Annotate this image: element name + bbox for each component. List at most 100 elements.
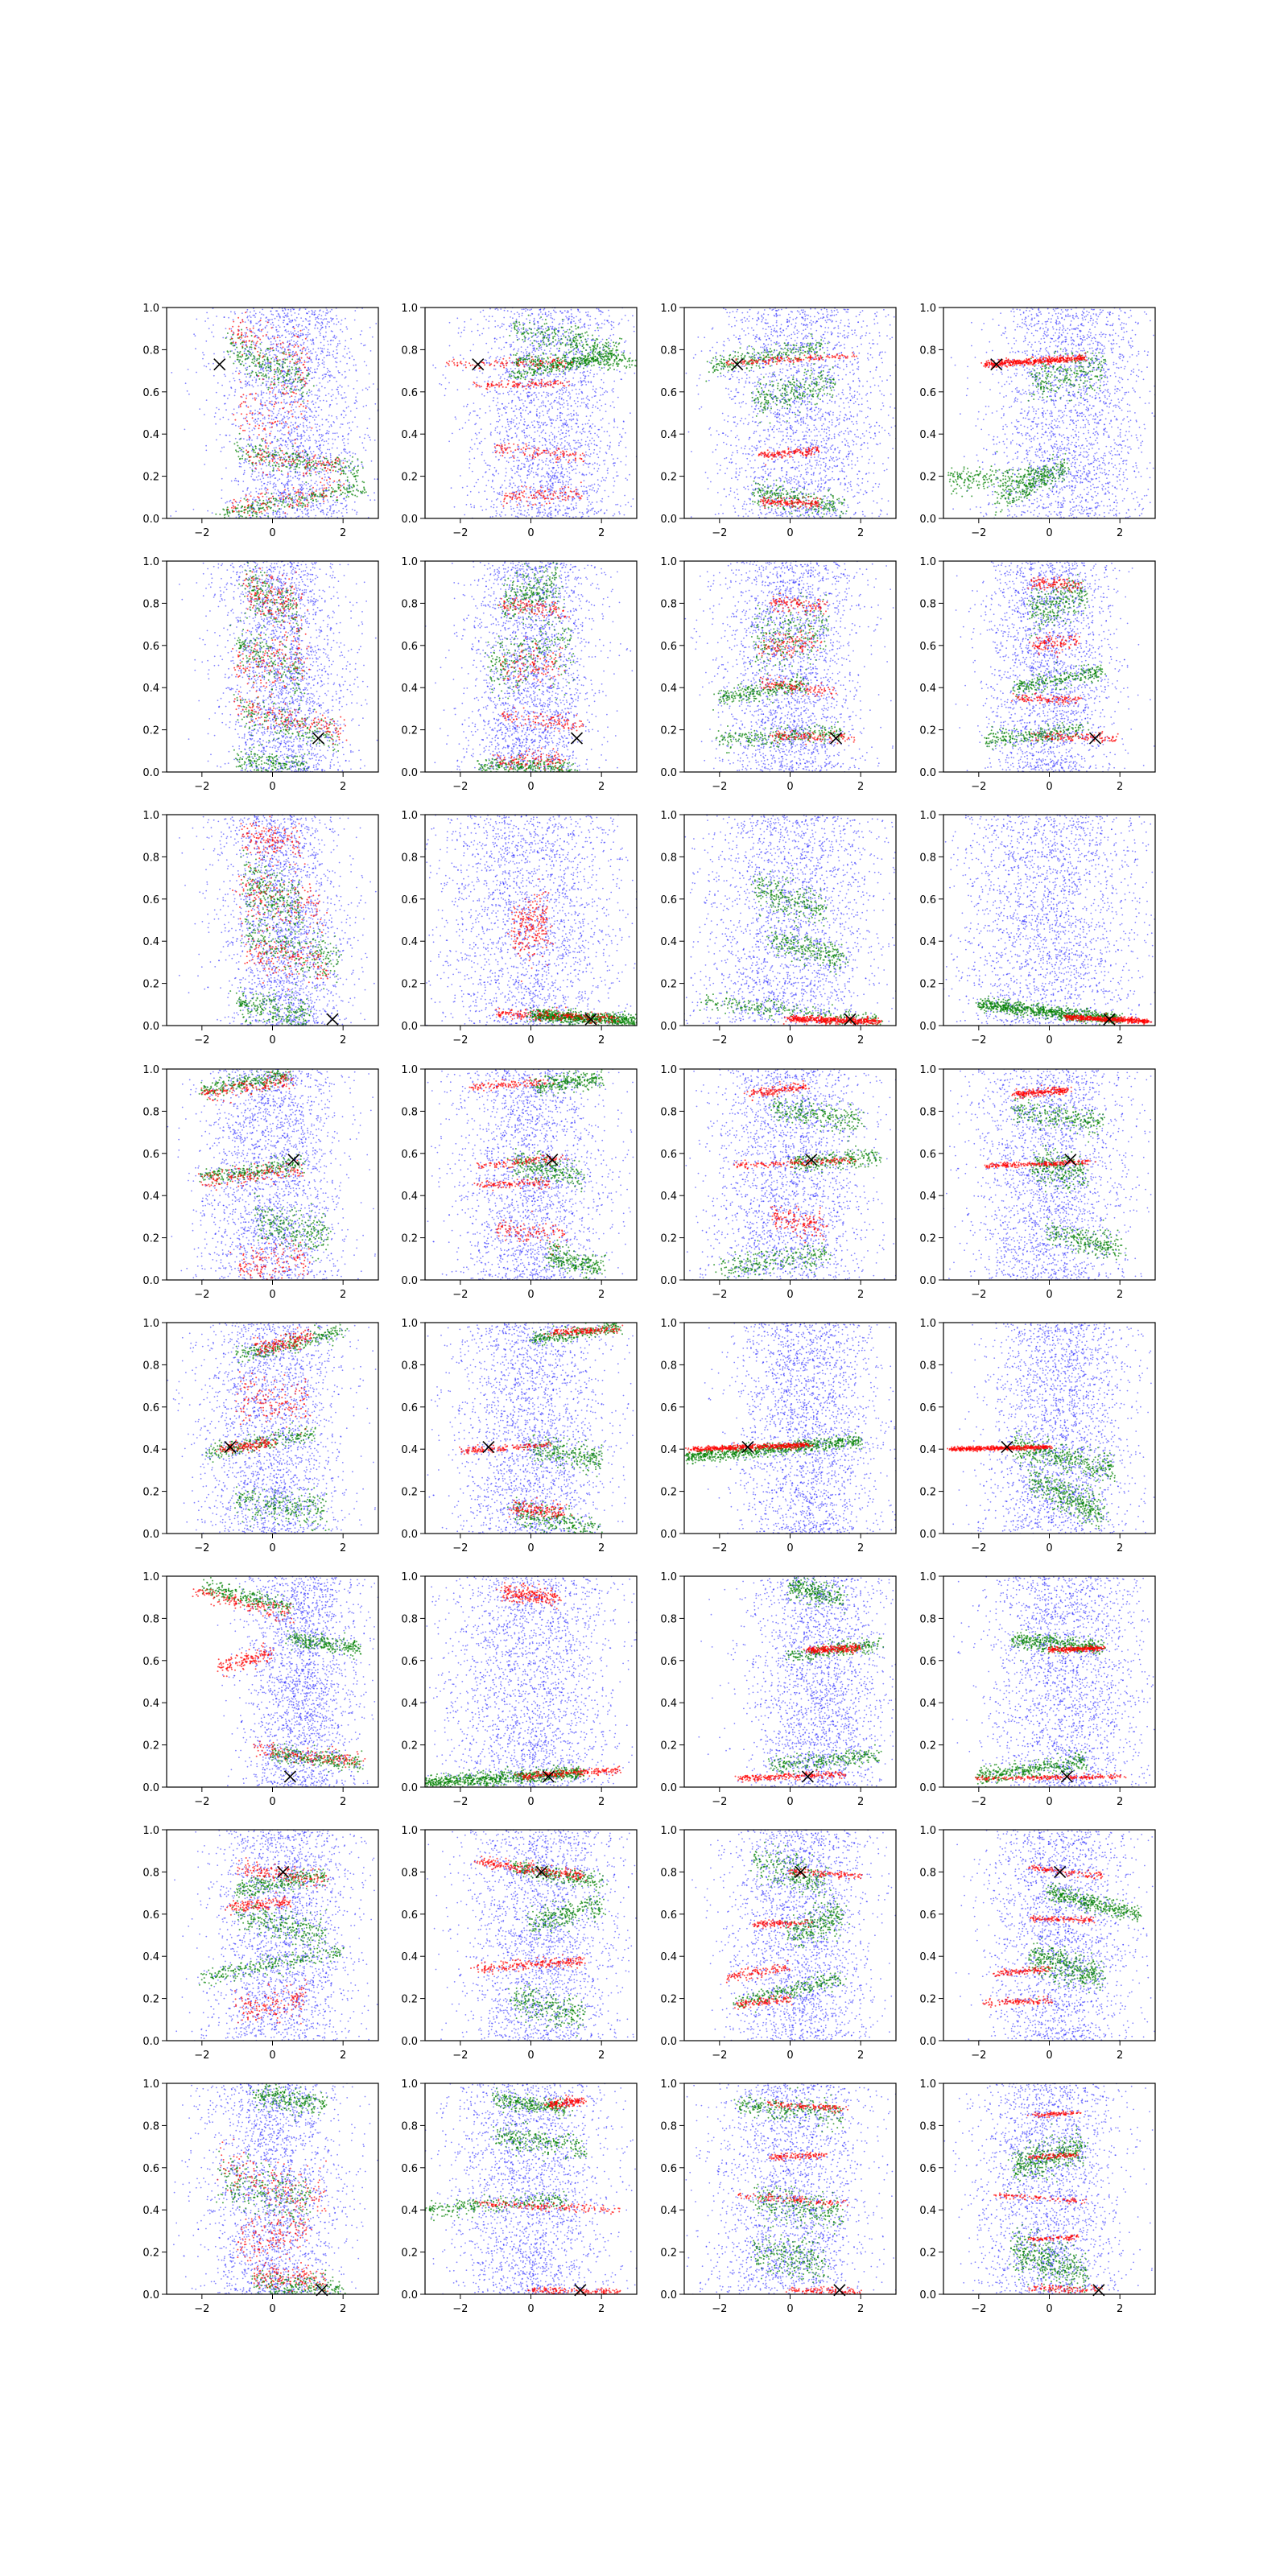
point-green xyxy=(300,499,302,501)
point-blue xyxy=(365,365,367,366)
point-red xyxy=(301,357,303,359)
point-blue xyxy=(206,399,208,401)
point-blue xyxy=(206,312,208,314)
point-blue xyxy=(286,501,287,502)
point-blue xyxy=(348,348,349,349)
point-blue xyxy=(305,493,307,494)
point-green xyxy=(243,451,245,452)
point-blue xyxy=(264,354,266,356)
point-blue xyxy=(287,488,289,489)
point-blue xyxy=(517,507,518,509)
point-blue xyxy=(543,328,544,330)
point-blue xyxy=(298,400,299,402)
point-blue xyxy=(266,383,267,385)
point-blue xyxy=(349,422,350,423)
point-blue xyxy=(539,425,541,427)
point-green xyxy=(263,375,265,377)
point-blue xyxy=(306,319,308,320)
point-red xyxy=(249,514,250,516)
point-red xyxy=(233,507,235,509)
point-blue xyxy=(489,308,491,310)
point-blue xyxy=(308,440,309,441)
point-blue xyxy=(327,430,328,431)
point-blue xyxy=(506,472,507,473)
point-blue xyxy=(326,400,328,402)
point-blue xyxy=(574,451,576,452)
point-blue xyxy=(623,420,625,422)
point-red xyxy=(297,374,299,375)
point-blue xyxy=(503,324,505,325)
point-blue xyxy=(337,345,339,346)
point-blue xyxy=(509,457,510,459)
point-blue xyxy=(297,331,299,332)
point-blue xyxy=(307,457,308,459)
point-green xyxy=(292,502,294,504)
point-blue xyxy=(312,378,313,379)
point-green xyxy=(236,347,237,349)
point-blue xyxy=(337,389,339,390)
point-green xyxy=(254,452,256,453)
point-red xyxy=(286,387,287,389)
point-green xyxy=(290,378,291,380)
point-blue xyxy=(620,506,621,507)
point-blue xyxy=(274,382,275,383)
point-blue xyxy=(242,345,244,346)
point-blue xyxy=(541,497,543,499)
point-red xyxy=(231,338,233,340)
point-red xyxy=(233,499,235,501)
point-blue xyxy=(284,312,286,314)
point-blue xyxy=(363,447,365,448)
point-blue xyxy=(341,465,342,467)
point-blue xyxy=(291,376,292,378)
point-blue xyxy=(359,436,361,438)
point-blue xyxy=(548,336,550,338)
point-blue xyxy=(249,349,250,350)
point-red xyxy=(341,473,342,474)
point-blue xyxy=(621,351,622,353)
point-blue xyxy=(545,335,547,336)
point-blue xyxy=(299,398,301,400)
point-red xyxy=(297,402,299,403)
point-blue xyxy=(586,397,588,398)
point-blue xyxy=(588,338,589,340)
point-blue xyxy=(549,512,551,514)
point-blue xyxy=(634,331,635,332)
point-blue xyxy=(249,373,250,374)
point-blue xyxy=(360,334,361,336)
point-blue xyxy=(270,466,271,468)
point-blue xyxy=(526,351,528,353)
point-blue xyxy=(493,475,495,477)
point-blue xyxy=(335,361,336,363)
point-blue xyxy=(295,464,296,465)
point-blue xyxy=(553,310,555,312)
point-blue xyxy=(276,501,278,502)
point-green xyxy=(266,357,268,359)
point-green xyxy=(246,517,247,518)
point-blue xyxy=(539,412,541,414)
point-red xyxy=(283,495,284,497)
point-red xyxy=(262,496,263,497)
point-green xyxy=(250,344,252,345)
point-blue xyxy=(295,502,296,503)
point-blue xyxy=(262,430,264,431)
point-blue xyxy=(309,446,311,448)
point-blue xyxy=(320,444,321,446)
point-red xyxy=(324,495,326,497)
point-blue xyxy=(566,342,568,344)
point-blue xyxy=(613,458,614,460)
point-blue xyxy=(536,409,538,411)
point-blue xyxy=(571,503,572,505)
point-blue xyxy=(532,489,534,491)
point-blue xyxy=(593,449,595,451)
point-red xyxy=(287,370,289,372)
point-red xyxy=(258,427,260,429)
point-blue xyxy=(255,382,257,383)
point-blue xyxy=(272,396,274,398)
point-blue xyxy=(261,392,262,394)
point-blue xyxy=(550,326,551,328)
point-green xyxy=(268,377,270,378)
point-blue xyxy=(587,370,588,372)
point-blue xyxy=(320,353,322,355)
point-blue xyxy=(293,469,295,470)
point-blue xyxy=(563,407,564,408)
